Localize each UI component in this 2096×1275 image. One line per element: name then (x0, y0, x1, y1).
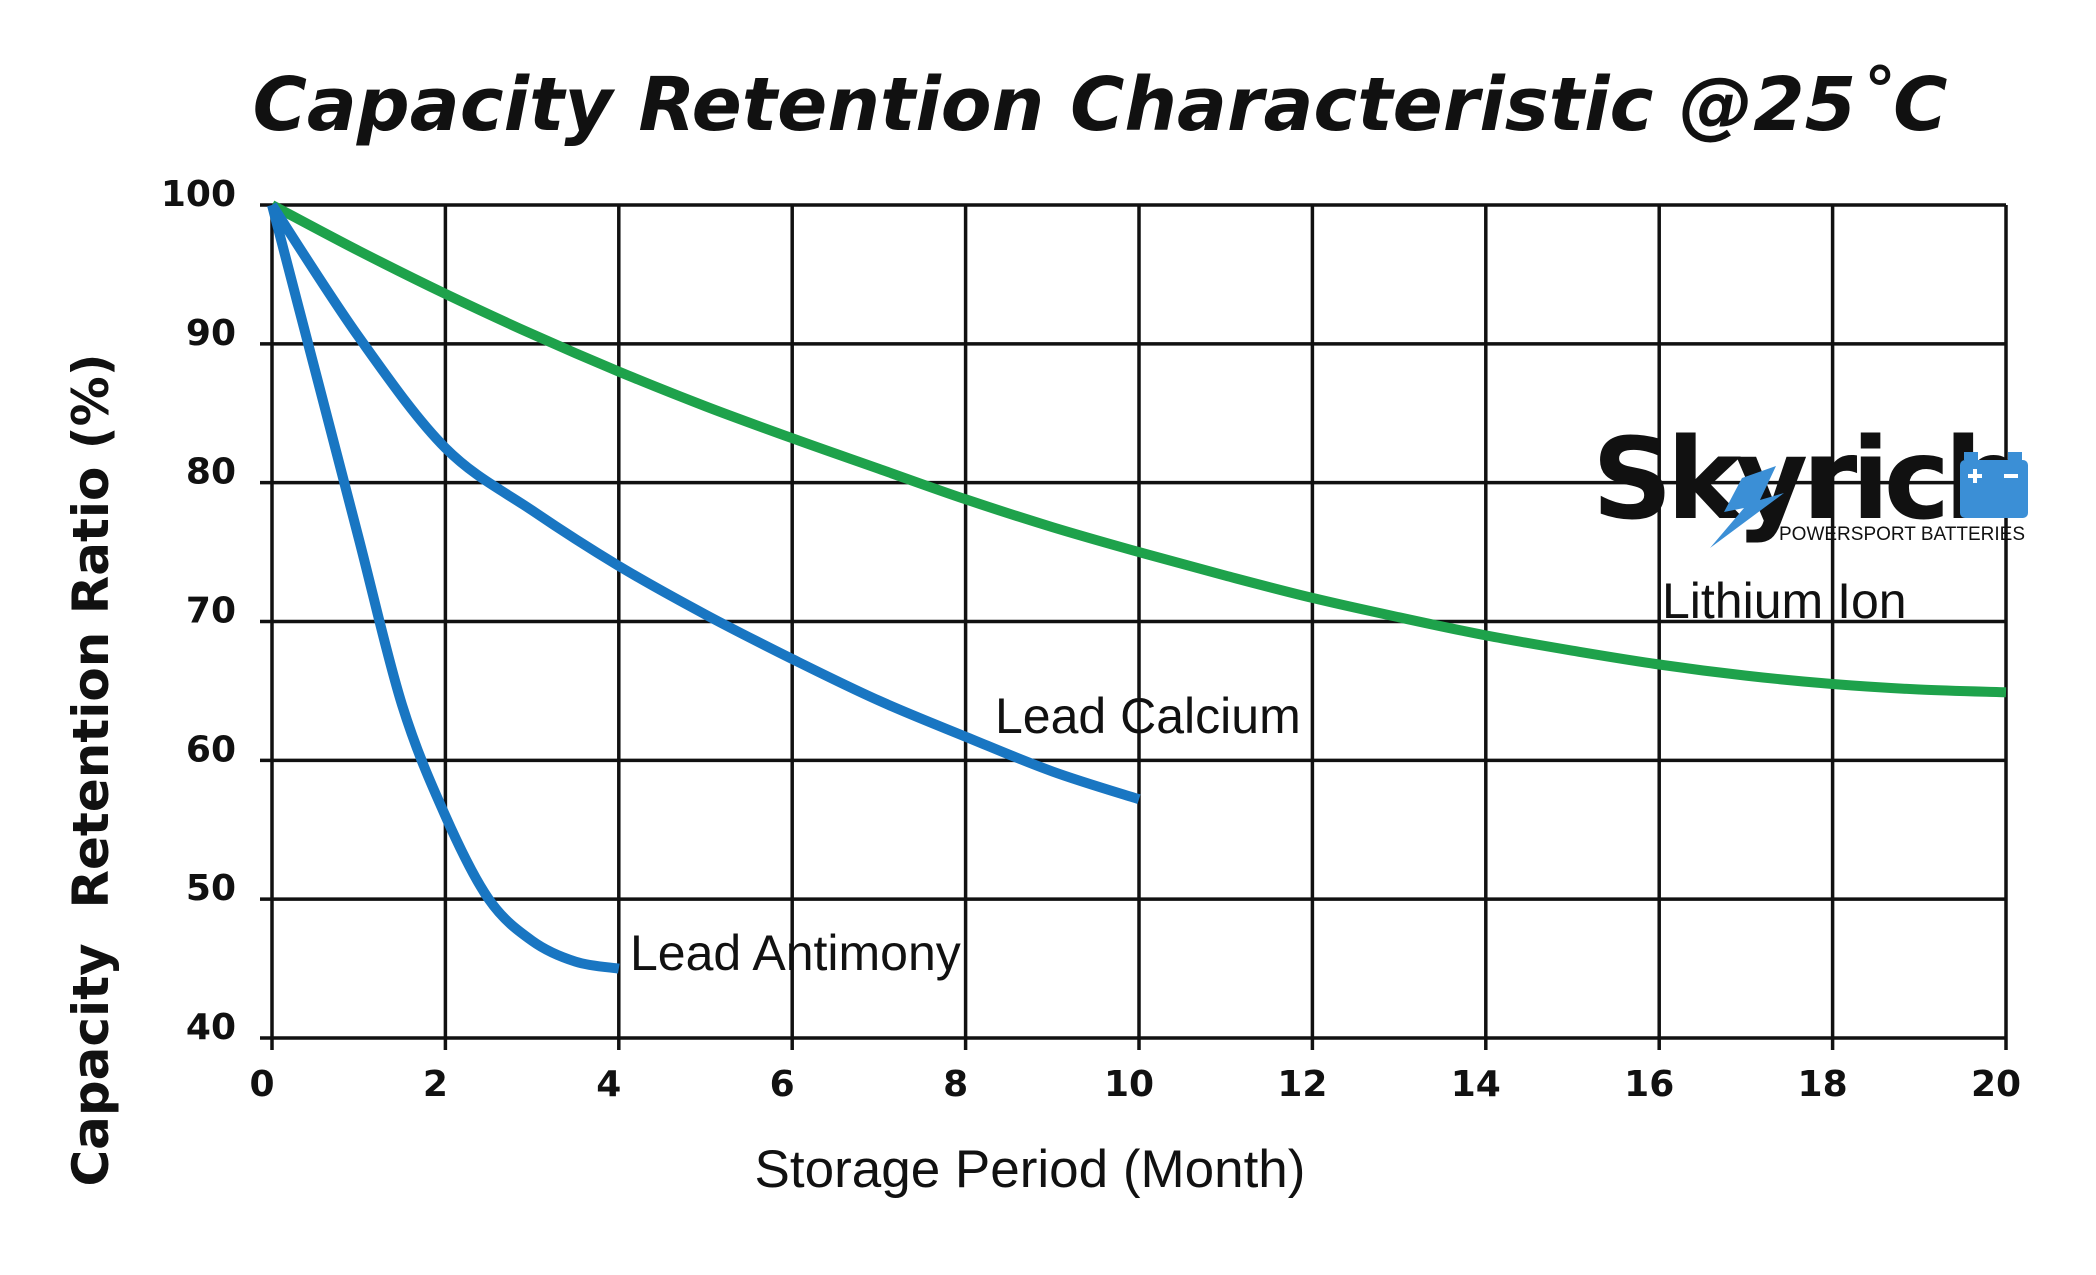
label-lead-calcium: Lead Calcium (995, 688, 1301, 744)
x-tick-label: 2 (423, 1064, 448, 1105)
chart-grid (260, 203, 2008, 1050)
logo-wordmark: Skyrich (1592, 415, 2018, 545)
series-line-lithium-ion (269, 200, 2007, 698)
y-tick-label: 90 (186, 313, 236, 354)
lightning-bolt-icon (1710, 466, 1784, 548)
x-tick-label: 10 (1104, 1064, 1154, 1105)
logo-tagline: POWERSPORT BATTERIES (1779, 524, 2025, 545)
y-tick-label: 80 (186, 452, 236, 493)
y-tick-label: 100 (161, 174, 236, 215)
y-tick-label: 60 (186, 729, 236, 770)
x-tick-label: 16 (1624, 1064, 1674, 1105)
series-layer (267, 200, 2007, 974)
skyrich-logo: Skyrich POWERSPORT BATTERIES (1592, 415, 2028, 548)
x-tick-label: 6 (770, 1064, 795, 1105)
x-tick-label: 14 (1451, 1064, 1501, 1105)
x-tick-label: 12 (1277, 1064, 1327, 1105)
label-lead-antimony: Lead Antimony (630, 925, 961, 981)
y-axis-ticks: 40 50 60 70 80 90 100 (161, 174, 236, 1048)
y-tick-label: 50 (186, 868, 236, 909)
x-axis-ticks: 0 2 4 6 8 10 12 14 16 18 20 (249, 1064, 2021, 1105)
x-tick-label: 0 (249, 1064, 274, 1105)
series-line-lead-antimony (267, 203, 620, 974)
x-tick-label: 4 (596, 1064, 621, 1105)
label-lithium-ion: Lithium Ion (1662, 573, 1907, 629)
x-tick-label: 8 (943, 1064, 968, 1105)
series-line-lead-calcium (267, 202, 1141, 804)
x-axis-label: Storage Period (Month) (755, 1140, 1306, 1199)
chart-title: Capacity Retention Characteristic @25˚C (253, 62, 1948, 148)
y-axis-label: Capacity Retention Ratio (%) (62, 353, 120, 1186)
x-tick-label: 20 (1971, 1064, 2021, 1105)
y-tick-label: 40 (186, 1007, 236, 1048)
x-tick-label: 18 (1798, 1064, 1848, 1105)
battery-icon (1960, 452, 2028, 518)
y-tick-label: 70 (186, 591, 236, 632)
